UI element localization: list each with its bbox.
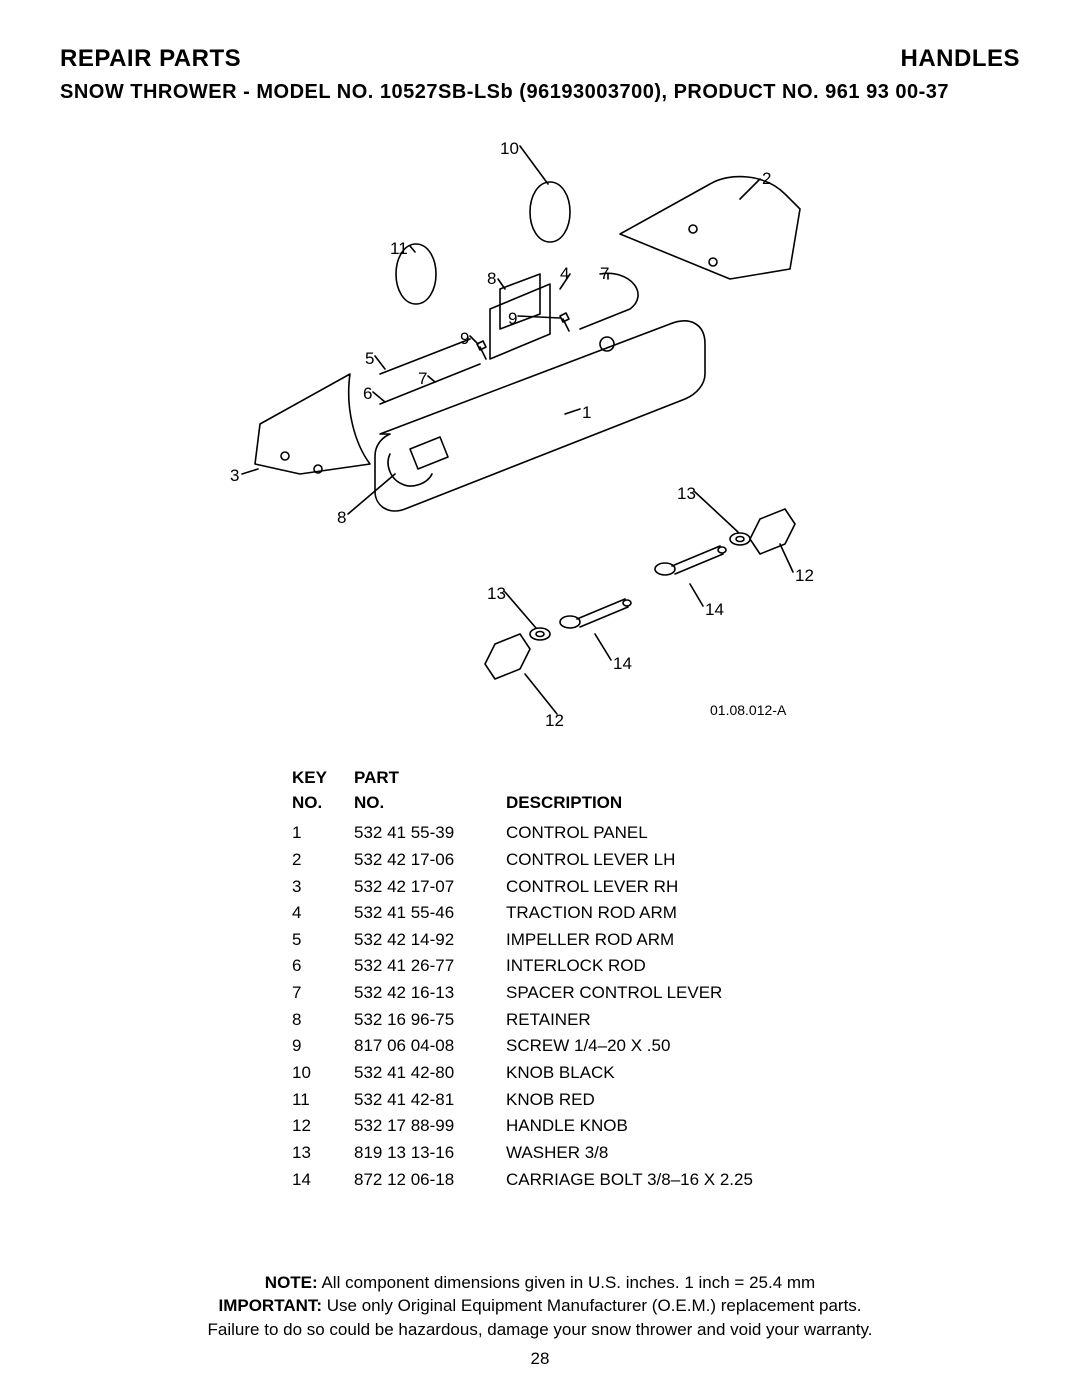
table-row: 8532 16 96-75RETAINER (292, 1008, 788, 1033)
cell-key: 14 (292, 1168, 352, 1193)
callout-10: 10 (500, 139, 519, 159)
cell-part: 532 42 14-92 (354, 928, 504, 953)
cell-part: 532 41 26-77 (354, 954, 504, 979)
cell-key: 2 (292, 848, 352, 873)
callout-9: 9 (460, 329, 469, 349)
cell-desc: RETAINER (506, 1008, 788, 1033)
table-row: 14872 12 06-18CARRIAGE BOLT 3/8–16 X 2.2… (292, 1168, 788, 1193)
cell-part: 532 42 16-13 (354, 981, 504, 1006)
cell-part: 872 12 06-18 (354, 1168, 504, 1193)
cell-part: 532 42 17-06 (354, 848, 504, 873)
col-header-desc: DESCRIPTION (506, 766, 788, 819)
cell-part: 817 06 04-08 (354, 1034, 504, 1059)
model-no: 10527SB-LSb (380, 81, 513, 103)
drawing-id: 01.08.012-A (710, 702, 786, 718)
cell-key: 7 (292, 981, 352, 1006)
cell-desc: SCREW 1/4–20 X .50 (506, 1034, 788, 1059)
subtitle-suffix: (96193003700), PRODUCT NO. 961 93 00-37 (513, 81, 949, 103)
cell-key: 8 (292, 1008, 352, 1033)
callout-12: 12 (545, 711, 564, 731)
note-text: All component dimensions given in U.S. i… (318, 1273, 816, 1292)
callout-11: 11 (390, 239, 408, 259)
table-row: 13819 13 13-16WASHER 3/8 (292, 1141, 788, 1166)
page-number: 28 (0, 1349, 1080, 1369)
cell-part: 532 42 17-07 (354, 875, 504, 900)
cell-key: 12 (292, 1114, 352, 1139)
cell-part: 819 13 13-16 (354, 1141, 504, 1166)
cell-desc: CONTROL LEVER RH (506, 875, 788, 900)
cell-key: 6 (292, 954, 352, 979)
callout-13: 13 (677, 484, 696, 504)
cell-key: 11 (292, 1088, 352, 1113)
cell-key: 1 (292, 821, 352, 846)
callout-7: 7 (600, 264, 609, 284)
callout-1: 1 (582, 403, 591, 423)
cell-key: 10 (292, 1061, 352, 1086)
cell-part: 532 16 96-75 (354, 1008, 504, 1033)
callout-8: 8 (487, 269, 496, 289)
cell-part: 532 41 42-81 (354, 1088, 504, 1113)
header-left: REPAIR PARTS (60, 45, 241, 73)
important-text: Use only Original Equipment Manufacturer… (322, 1296, 862, 1315)
header-right: HANDLES (900, 45, 1020, 73)
page-header: REPAIR PARTS HANDLES (60, 45, 1020, 73)
cell-key: 5 (292, 928, 352, 953)
cell-desc: KNOB BLACK (506, 1061, 788, 1086)
table-row: 3532 42 17-07CONTROL LEVER RH (292, 875, 788, 900)
callout-8: 8 (337, 508, 346, 528)
callout-7: 7 (418, 369, 427, 389)
warranty-warning: Failure to do so could be hazardous, dam… (0, 1318, 1080, 1342)
cell-desc: SPACER CONTROL LEVER (506, 981, 788, 1006)
callout-14: 14 (613, 654, 632, 674)
callout-4: 4 (560, 264, 569, 284)
table-row: 9817 06 04-08SCREW 1/4–20 X .50 (292, 1034, 788, 1059)
table-row: 4532 41 55-46TRACTION ROD ARM (292, 901, 788, 926)
table-row: 12532 17 88-99HANDLE KNOB (292, 1114, 788, 1139)
cell-desc: CONTROL LEVER LH (506, 848, 788, 873)
exploded-diagram: 1021184799576131381213141412 01.08.012-A (60, 124, 1020, 724)
cell-desc: WASHER 3/8 (506, 1141, 788, 1166)
cell-desc: IMPELLER ROD ARM (506, 928, 788, 953)
cell-desc: CONTROL PANEL (506, 821, 788, 846)
cell-key: 4 (292, 901, 352, 926)
col-header-part: PARTNO. (354, 766, 504, 819)
table-row: 6532 41 26-77INTERLOCK ROD (292, 954, 788, 979)
callout-3: 3 (230, 466, 239, 486)
note-label: NOTE: (265, 1273, 318, 1292)
table-row: 10532 41 42-80KNOB BLACK (292, 1061, 788, 1086)
subtitle: SNOW THROWER - MODEL NO. 10527SB-LSb (96… (60, 81, 1020, 104)
cell-desc: INTERLOCK ROD (506, 954, 788, 979)
footer-notes: NOTE: All component dimensions given in … (0, 1271, 1080, 1342)
cell-part: 532 41 55-46 (354, 901, 504, 926)
parts-table: KEYNO. PARTNO. DESCRIPTION 1532 41 55-39… (290, 764, 790, 1194)
cell-desc: KNOB RED (506, 1088, 788, 1113)
callout-14: 14 (705, 600, 724, 620)
cell-part: 532 17 88-99 (354, 1114, 504, 1139)
cell-part: 532 41 55-39 (354, 821, 504, 846)
cell-key: 3 (292, 875, 352, 900)
callout-13: 13 (487, 584, 506, 604)
table-row: 2532 42 17-06CONTROL LEVER LH (292, 848, 788, 873)
important-label: IMPORTANT: (218, 1296, 322, 1315)
callout-5: 5 (365, 349, 374, 369)
table-row: 7532 42 16-13SPACER CONTROL LEVER (292, 981, 788, 1006)
callout-6: 6 (363, 384, 372, 404)
col-header-key: KEYNO. (292, 766, 352, 819)
cell-key: 13 (292, 1141, 352, 1166)
callout-9: 9 (508, 309, 517, 329)
callout-2: 2 (762, 169, 771, 189)
cell-part: 532 41 42-80 (354, 1061, 504, 1086)
diagram-svg (60, 124, 1020, 724)
cell-desc: HANDLE KNOB (506, 1114, 788, 1139)
table-row: 1532 41 55-39CONTROL PANEL (292, 821, 788, 846)
cell-desc: CARRIAGE BOLT 3/8–16 X 2.25 (506, 1168, 788, 1193)
cell-key: 9 (292, 1034, 352, 1059)
cell-desc: TRACTION ROD ARM (506, 901, 788, 926)
subtitle-prefix: SNOW THROWER - MODEL NO. (60, 81, 380, 103)
table-row: 11532 41 42-81KNOB RED (292, 1088, 788, 1113)
callout-12: 12 (795, 566, 814, 586)
table-row: 5532 42 14-92IMPELLER ROD ARM (292, 928, 788, 953)
